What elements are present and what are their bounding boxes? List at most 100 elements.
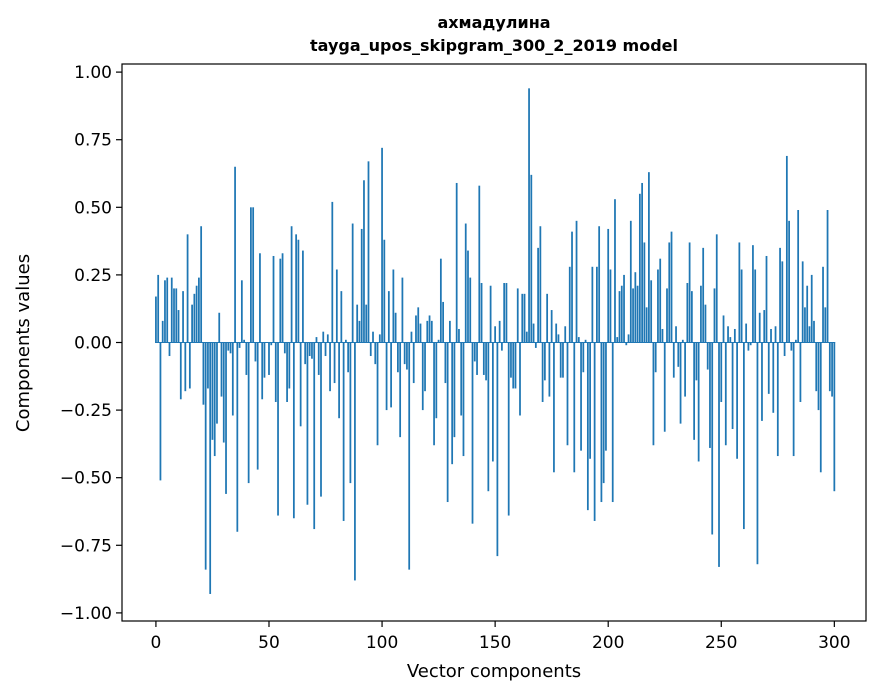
bar (761, 342, 763, 421)
bar (324, 342, 327, 357)
bar (225, 342, 227, 494)
bar (546, 293, 549, 343)
bar (591, 266, 594, 343)
bar (686, 283, 689, 343)
bar (582, 342, 585, 373)
bar (693, 342, 696, 440)
bar (641, 182, 643, 343)
bar (534, 342, 537, 348)
bar (442, 301, 444, 343)
bar (211, 342, 214, 440)
bar (670, 231, 673, 343)
bar (688, 242, 691, 343)
bar (799, 342, 802, 402)
bar (175, 288, 178, 343)
bar (340, 291, 343, 343)
bar (383, 239, 386, 343)
bar (727, 326, 729, 343)
bar (173, 288, 175, 343)
bar (494, 326, 497, 343)
bar (589, 342, 591, 459)
bar (724, 342, 727, 446)
bar (521, 293, 524, 343)
bar (700, 285, 702, 343)
bar (220, 342, 223, 397)
bar (625, 342, 628, 346)
bar (496, 342, 499, 557)
bar (767, 342, 770, 394)
bar (369, 342, 372, 357)
bar (306, 342, 309, 505)
bar (559, 342, 562, 378)
bar (817, 342, 820, 411)
y-axis: −1.00 −0.75 −0.50 −0.25 0.00 0.25 0.50 0.75 1.00 (60, 63, 122, 624)
bar (510, 342, 512, 378)
bar (828, 342, 831, 392)
bar (822, 266, 824, 343)
bar (399, 342, 402, 438)
bar (609, 269, 612, 343)
bar (652, 342, 655, 446)
bar (770, 328, 772, 343)
bar (317, 342, 320, 375)
bar (329, 342, 331, 392)
bar (679, 342, 682, 424)
bar (421, 342, 424, 411)
bar (648, 172, 650, 343)
bar (182, 291, 184, 343)
bar (381, 147, 383, 343)
bar (259, 253, 261, 343)
bar (426, 320, 429, 343)
bar (412, 342, 415, 384)
bar (198, 277, 200, 343)
bar (501, 342, 503, 351)
bar (243, 339, 245, 343)
bar (740, 269, 743, 343)
bar (831, 342, 833, 397)
bar (487, 342, 490, 492)
bar (435, 342, 438, 419)
bar (333, 342, 336, 384)
bar (345, 339, 347, 343)
bar (804, 307, 806, 343)
bar (566, 342, 569, 446)
bar (385, 342, 388, 411)
bar (776, 342, 779, 457)
bar (392, 269, 395, 343)
bar (611, 342, 614, 503)
bar (335, 269, 338, 343)
bar (387, 291, 390, 343)
bar (596, 266, 598, 343)
bar (491, 342, 494, 462)
chart-title: ахмадулина (437, 13, 550, 32)
bar (562, 342, 564, 378)
y-tick-label: 0.25 (74, 266, 112, 286)
bar (351, 223, 354, 343)
bar (638, 193, 641, 343)
bar (575, 220, 578, 343)
bar (363, 180, 365, 343)
bar (808, 326, 811, 343)
x-axis-label: Vector components (407, 661, 581, 682)
bar (204, 342, 207, 570)
bar (231, 342, 234, 416)
bar (598, 226, 601, 343)
y-tick-label: −1.00 (60, 604, 112, 624)
y-tick-label: 1.00 (74, 63, 112, 83)
bar (288, 342, 291, 389)
bar (795, 339, 797, 343)
bar (618, 291, 621, 343)
bar (580, 342, 582, 451)
bar (797, 210, 800, 343)
bar (451, 342, 454, 465)
bar (290, 226, 293, 343)
bar (668, 242, 671, 343)
bar (467, 250, 469, 343)
bar (779, 247, 781, 343)
bar (161, 320, 164, 343)
bar (607, 228, 610, 343)
bar (229, 342, 232, 354)
bar (650, 280, 653, 343)
bar (663, 342, 666, 432)
